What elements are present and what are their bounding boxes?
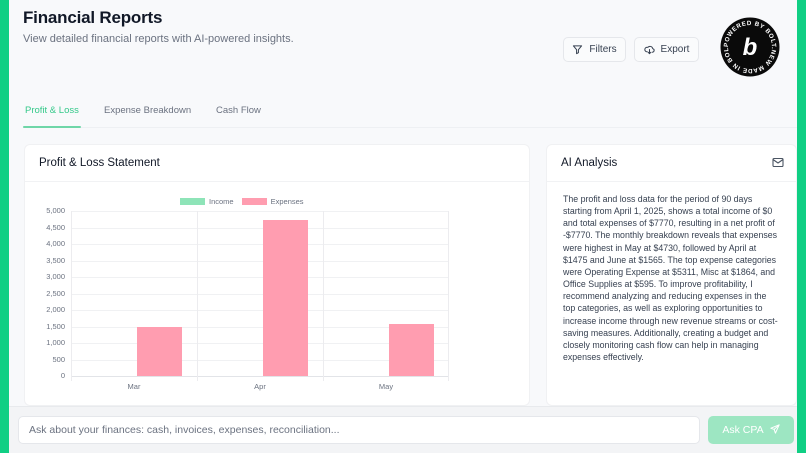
page-title: Financial Reports	[23, 8, 163, 27]
ask-cpa-label: Ask CPA	[722, 424, 764, 436]
profit-loss-card: Profit & Loss Statement Income Expenses	[24, 144, 530, 406]
ai-analysis-card-header: AI Analysis	[547, 145, 796, 182]
bar-expenses-may[interactable]	[389, 324, 434, 376]
chart-legend: Income Expenses	[180, 197, 308, 206]
mail-icon[interactable]	[772, 157, 784, 171]
pl-bar-chart: 5,000 4,500 4,000 3,500 3,000 2,500 2,00…	[46, 206, 449, 391]
export-label: Export	[660, 44, 690, 55]
bar-expenses-apr[interactable]	[263, 219, 308, 376]
ai-analysis-text: The profit and loss data for the period …	[563, 194, 778, 363]
bar-expenses-mar[interactable]	[137, 327, 182, 376]
profit-loss-title: Profit & Loss Statement	[39, 157, 160, 169]
page-subtitle: View detailed financial reports with AI-…	[23, 33, 294, 45]
finance-question-input[interactable]	[18, 416, 700, 444]
ai-analysis-title: AI Analysis	[561, 157, 618, 169]
export-button[interactable]: Export	[634, 37, 699, 62]
chat-bar: Ask CPA	[9, 406, 797, 453]
financial-reports-page: Financial Reports View detailed financia…	[9, 0, 797, 453]
ai-analysis-card: AI Analysis The profit and loss data for…	[546, 144, 797, 406]
y-tick: 3,000	[46, 272, 65, 281]
expenses-swatch	[241, 198, 267, 205]
legend-income[interactable]: Income	[180, 197, 234, 206]
filters-button[interactable]: Filters	[563, 37, 626, 62]
profit-loss-card-header: Profit & Loss Statement	[25, 145, 529, 182]
tab-profit-loss[interactable]: Profit & Loss	[25, 105, 79, 116]
legend-income-label: Income	[209, 197, 234, 206]
x-tick: Mar	[127, 382, 141, 391]
report-tabs: Profit & Loss Expense Breakdown Cash Flo…	[23, 98, 797, 128]
y-tick: 5,000	[46, 206, 65, 215]
tab-cash-flow[interactable]: Cash Flow	[216, 105, 261, 116]
y-tick: 500	[52, 354, 65, 364]
y-tick: 1,500	[46, 321, 65, 331]
y-tick: 3,500	[46, 255, 65, 265]
y-tick: 2,500	[46, 288, 65, 298]
legend-expenses[interactable]: Expenses	[241, 197, 304, 206]
ask-cpa-button[interactable]: Ask CPA	[708, 416, 794, 444]
send-icon	[769, 423, 780, 437]
x-tick: May	[378, 382, 394, 391]
active-tab-indicator	[23, 126, 81, 128]
y-tick: 1,000	[46, 338, 65, 347]
cloud-download-icon	[643, 44, 655, 55]
legend-expenses-label: Expenses	[270, 197, 304, 206]
y-tick: 0	[60, 371, 65, 380]
income-swatch	[180, 198, 205, 205]
bolt-logo-letter: b	[743, 34, 758, 61]
left-frame-border	[0, 0, 9, 453]
filter-icon	[572, 44, 583, 55]
right-frame-border	[797, 0, 806, 453]
bolt-badge[interactable]: POWERED BY BOLT.NEW MADE IN BOLT.NEW b	[717, 12, 780, 77]
y-tick: 2,000	[46, 305, 65, 314]
tab-expense-breakdown[interactable]: Expense Breakdown	[104, 105, 192, 116]
y-tick: 4,000	[46, 239, 65, 248]
y-tick: 4,500	[46, 222, 65, 232]
filters-label: Filters	[589, 44, 617, 55]
x-tick: Apr	[254, 382, 266, 391]
